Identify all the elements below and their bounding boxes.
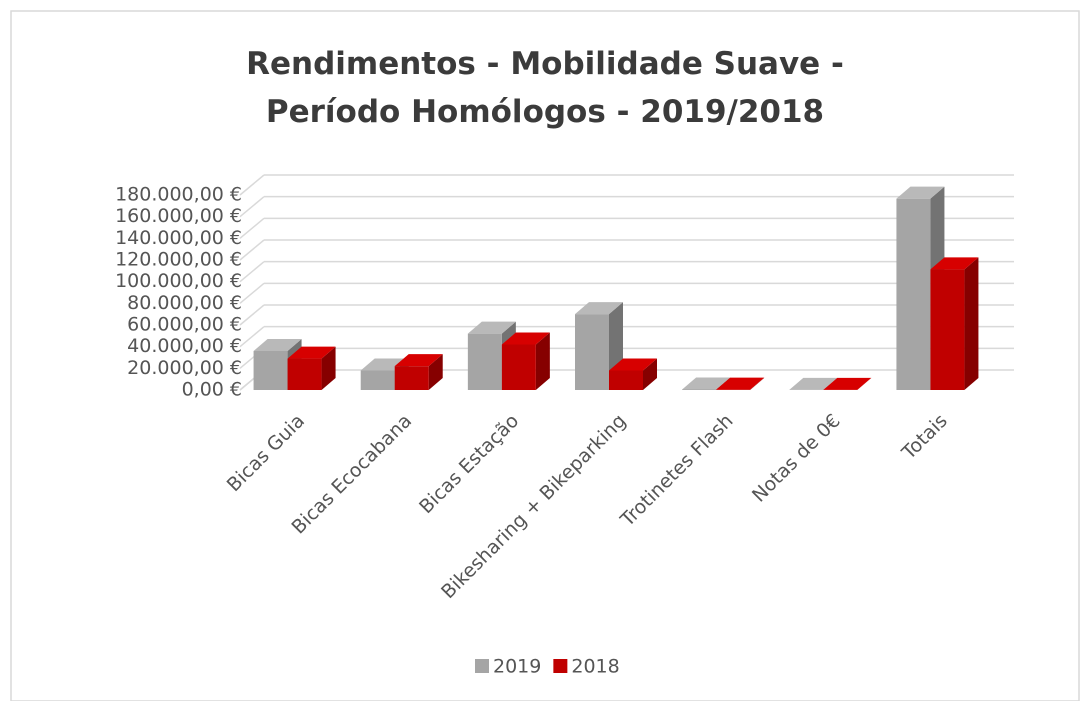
x-tick-label: Trotinetes Flash [616, 410, 738, 532]
bar-top [682, 377, 731, 390]
y-tick-label: 20.000,00 € [127, 357, 242, 379]
bar-front [575, 314, 609, 390]
bar-top [609, 358, 657, 371]
chart-border [10, 10, 1080, 701]
legend-swatch [475, 659, 489, 673]
bar-side [750, 377, 765, 390]
bar-top [896, 186, 945, 199]
x-tick-label: Totais [897, 410, 952, 465]
bar-top [501, 332, 550, 345]
bar-front [896, 198, 931, 390]
bar-top [575, 302, 623, 315]
bar-front [253, 351, 288, 390]
bar-top [716, 377, 765, 390]
legend-label: 2019 [493, 656, 541, 678]
y-tick-label: 160.000,00 € [115, 205, 242, 227]
grid-line-side [239, 282, 265, 304]
y-tick-label: 40.000,00 € [127, 335, 242, 357]
bar-top [789, 377, 838, 390]
grid-line-side [239, 239, 265, 261]
bar-front [287, 358, 322, 390]
bar-front [930, 269, 965, 390]
grid-line-side [239, 174, 265, 196]
bar-side [321, 346, 336, 390]
bar-front [609, 370, 643, 390]
y-tick-label: 120.000,00 € [115, 249, 242, 271]
bar-side [857, 377, 872, 390]
x-tick-label: Bikesharing + Bikeparking [437, 410, 630, 603]
grid-line-side [239, 326, 265, 348]
y-tick-label: 100.000,00 € [115, 270, 242, 292]
grid-line-side [239, 196, 265, 218]
bar-side [964, 257, 979, 390]
x-tick-label: Notas de 0€ [748, 410, 845, 507]
bar-side [535, 332, 550, 390]
bar-side [643, 358, 657, 390]
grid-line-side [239, 261, 265, 283]
bar-front [467, 333, 502, 390]
y-tick-label: 0,00 € [182, 379, 242, 401]
grid-line-side [239, 304, 265, 326]
y-tick-label: 140.000,00 € [115, 227, 242, 249]
bar-side [428, 354, 443, 390]
bar-front [394, 366, 429, 390]
bar [823, 377, 872, 390]
bar [930, 257, 979, 390]
y-tick-label: 60.000,00 € [127, 314, 242, 336]
y-tick-label: 180.000,00 € [115, 184, 242, 206]
bar [609, 358, 657, 390]
bar [716, 377, 765, 390]
y-tick-label: 80.000,00 € [127, 292, 242, 314]
chart-title: Rendimentos - Mobilidade Suave - Período… [246, 46, 844, 130]
grid-line-side [239, 217, 265, 239]
bar-top [394, 354, 443, 367]
bar-top [467, 321, 516, 334]
bar-front [501, 344, 536, 390]
bar-front [682, 389, 717, 390]
bar-top [287, 346, 336, 359]
x-tick-label: Bicas Guia [223, 410, 309, 496]
bar [287, 346, 336, 390]
legend-label: 2018 [571, 656, 619, 678]
bar-top [823, 377, 872, 390]
bar-top [253, 339, 302, 351]
x-tick-label: Bicas Estação [415, 410, 523, 518]
bar [501, 332, 550, 390]
x-tick-label: Bicas Ecocabana [288, 410, 417, 539]
bar-front [360, 370, 395, 390]
bar-top [930, 257, 979, 270]
bar [394, 354, 443, 390]
legend-swatch [553, 659, 568, 673]
